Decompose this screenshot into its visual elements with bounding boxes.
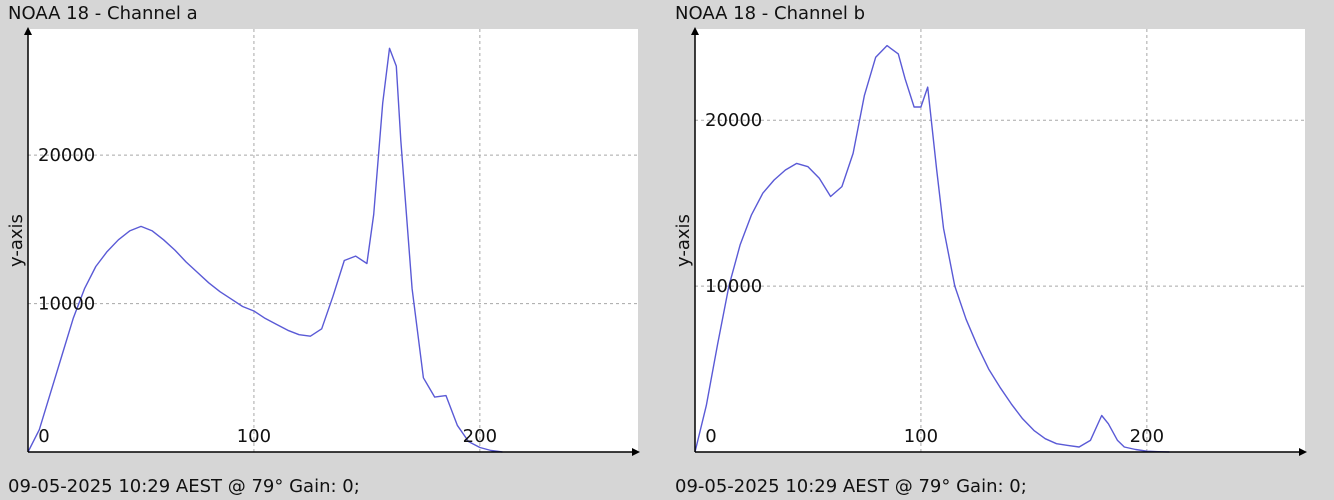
y-axis-arrow — [691, 27, 699, 35]
chart-panel-b: NOAA 18 - Channel b 0 100 200 10000 20000 y-a… — [667, 0, 1334, 500]
x-axis-arrow — [632, 448, 640, 456]
y-axis-title: y-axis — [6, 214, 27, 267]
chart-panel-a: NOAA 18 - Channel a 0 100 200 10000 20000 y-a… — [6, 3, 640, 497]
plot-area — [695, 29, 1305, 452]
y-axis-arrow — [24, 27, 32, 35]
y-tick-label: 10000 — [38, 294, 95, 315]
chart-title: NOAA 18 - Channel b — [675, 3, 866, 24]
series-line — [27, 47, 503, 453]
chart-footer: 09-05-2025 10:29 AEST @ 79° Gain: 0; — [8, 476, 360, 497]
y-tick-label: 10000 — [705, 276, 762, 297]
x-tick-label: 200 — [1130, 426, 1164, 447]
x-axis-arrow — [1299, 448, 1307, 456]
x-tick-label: 100 — [904, 426, 938, 447]
chart-title: NOAA 18 - Channel a — [8, 3, 198, 24]
chart-plot-b: 0 100 200 10000 20000 y-axis — [673, 27, 1307, 456]
x-tick-label: 100 — [237, 426, 271, 447]
plot-area — [28, 29, 638, 452]
x-tick-label: 0 — [38, 426, 49, 447]
y-axis-title: y-axis — [673, 214, 694, 267]
x-tick-label: 200 — [463, 426, 497, 447]
chart-footer: 09-05-2025 10:29 AEST @ 79° Gain: 0; — [675, 476, 1027, 497]
chart-plot-a: 0 100 200 10000 20000 y-axis — [6, 27, 640, 456]
y-tick-label: 20000 — [38, 145, 95, 166]
x-tick-label: 0 — [705, 426, 716, 447]
y-tick-label: 20000 — [705, 110, 762, 131]
series-line — [694, 44, 1170, 453]
